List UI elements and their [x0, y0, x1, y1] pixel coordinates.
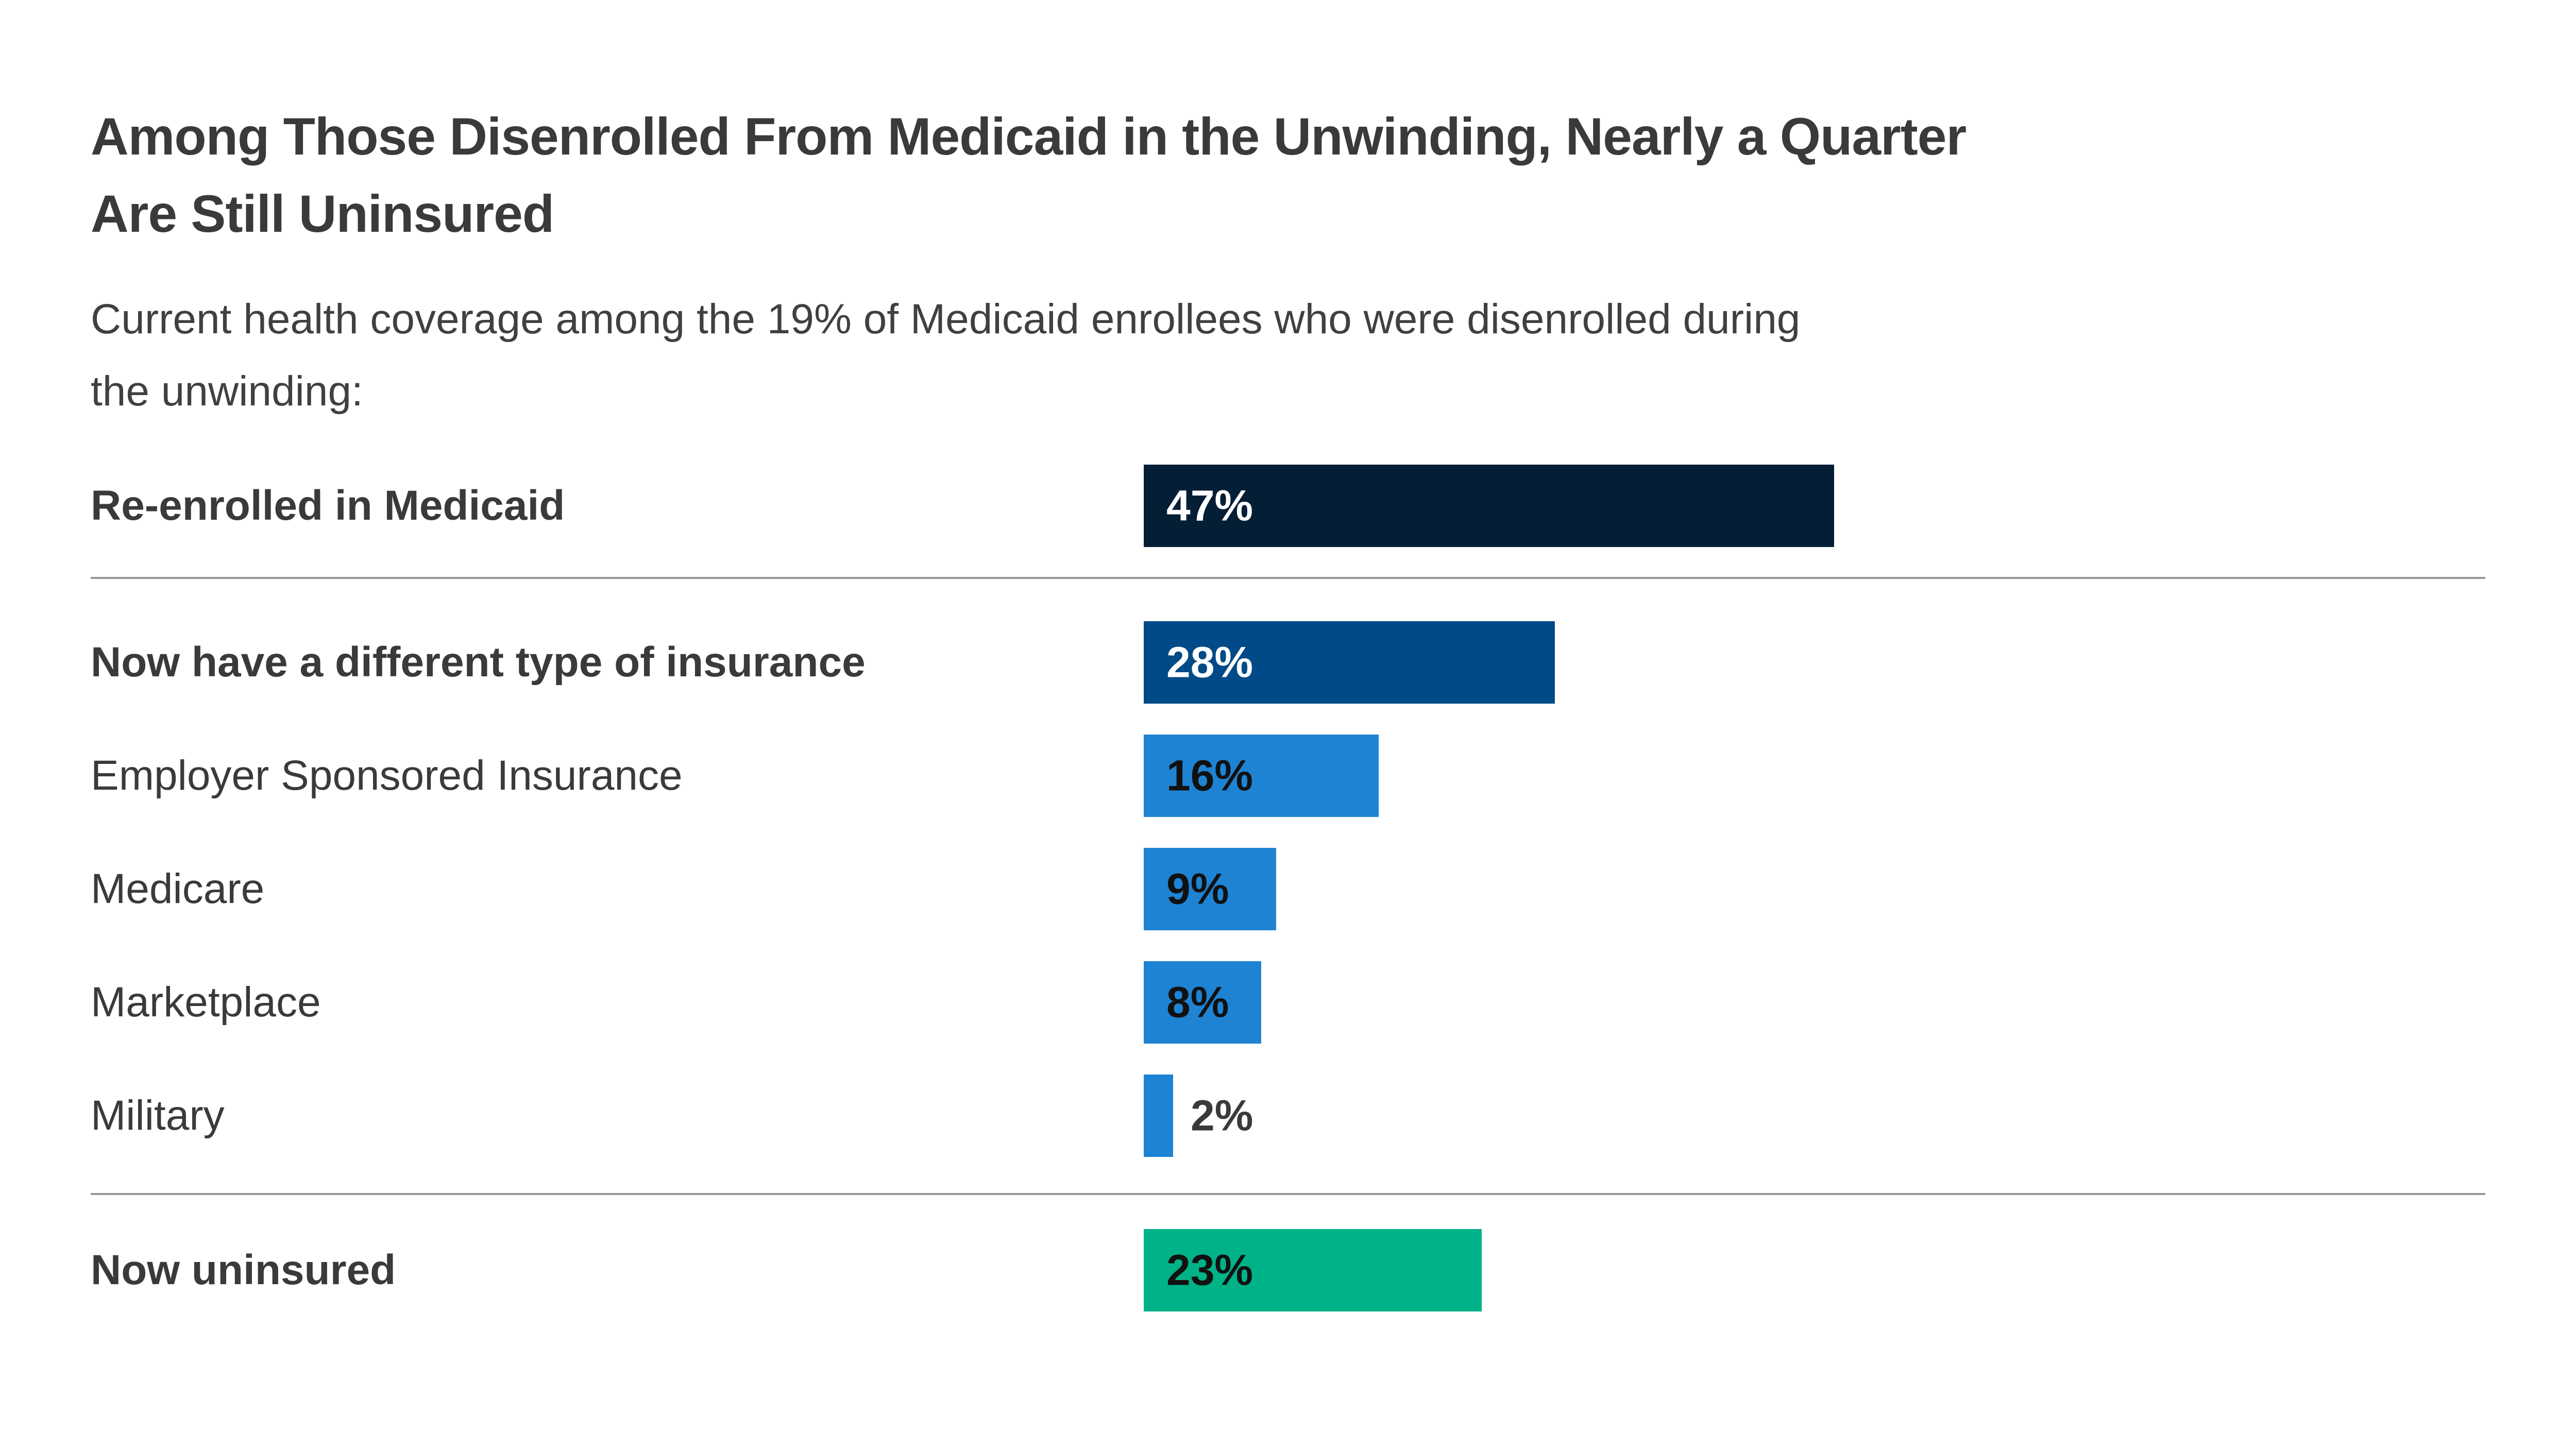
value-label: 23% [1166, 1246, 1253, 1294]
value-label: 28% [1166, 638, 1253, 687]
bar-re-enrolled: 47% [1144, 465, 1834, 547]
category-label: Military [91, 1092, 225, 1139]
value-label: 47% [1166, 481, 1253, 530]
value-label: 2% [1191, 1091, 1253, 1140]
chart-row-marketplace: Marketplace 8% [91, 946, 2485, 1059]
chart-row-different-insurance: Now have a different type of insurance 2… [91, 606, 2485, 719]
chart-subtitle: Current health coverage among the 19% of… [91, 283, 2492, 428]
category-label: Re-enrolled in Medicaid [91, 482, 565, 529]
chart-row-medicare: Medicare 9% [91, 832, 2485, 946]
bar-employer-sponsored: 16% [1144, 735, 1379, 817]
chart-subtitle-line1: Current health coverage among the 19% of… [91, 296, 1801, 343]
chart-row-employer-sponsored: Employer Sponsored Insurance 16% [91, 719, 2485, 832]
chart-subtitle-line2: the unwinding: [91, 368, 363, 415]
chart-title: Among Those Disenrolled From Medicaid in… [91, 98, 2486, 252]
value-label: 8% [1166, 978, 1229, 1027]
bar-different-insurance: 28% [1144, 621, 1555, 704]
chart-title-line1: Among Those Disenrolled From Medicaid in… [91, 107, 1967, 166]
category-label: Now uninsured [91, 1246, 396, 1293]
chart-row-now-uninsured: Now uninsured 23% [91, 1214, 2485, 1327]
category-label: Employer Sponsored Insurance [91, 752, 683, 799]
chart-row-re-enrolled: Re-enrolled in Medicaid 47% [91, 449, 2485, 562]
separator-line [91, 1193, 2485, 1195]
bar-medicare: 9% [1144, 848, 1276, 930]
chart-title-line2: Are Still Uninsured [91, 184, 554, 243]
chart-row-military: Military 2% [91, 1059, 2485, 1172]
bar-military: 2% [1144, 1075, 1253, 1157]
bar-now-uninsured: 23% [1144, 1229, 1482, 1311]
separator-line [91, 577, 2485, 579]
category-label: Marketplace [91, 978, 321, 1026]
category-label: Now have a different type of insurance [91, 638, 866, 686]
value-label: 9% [1166, 864, 1229, 913]
bar-marketplace: 8% [1144, 961, 1261, 1044]
bar-chart: Re-enrolled in Medicaid 47% Now have a d… [91, 449, 2485, 1327]
category-label: Medicare [91, 865, 265, 912]
value-label: 16% [1166, 751, 1253, 800]
